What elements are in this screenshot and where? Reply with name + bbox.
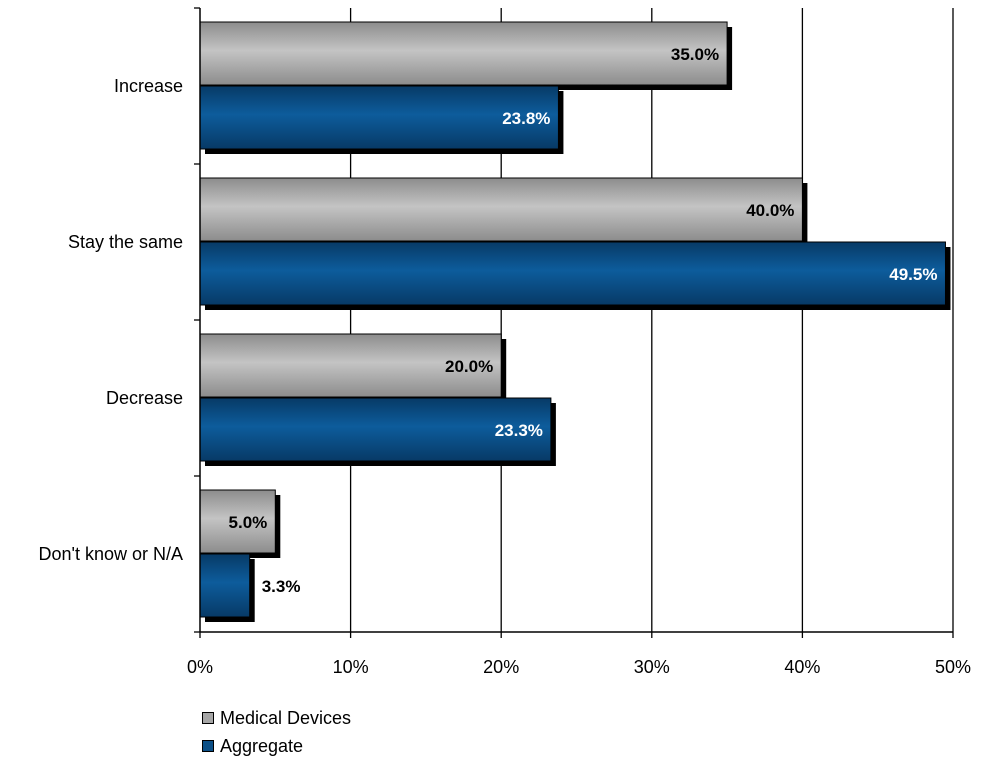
legend-swatch-aggregate bbox=[202, 740, 214, 752]
x-tick-label: 50% bbox=[935, 657, 971, 677]
x-tick-label: 10% bbox=[333, 657, 369, 677]
bar-medical-devices-increase bbox=[199, 21, 728, 86]
bar-medical-devices-stay-the-same bbox=[199, 177, 803, 242]
legend-item-aggregate: Aggregate bbox=[202, 732, 351, 760]
data-label-medical-devices-stay-the-same: 40.0% bbox=[746, 201, 794, 220]
data-label-medical-devices-don-t-know-or-n-a: 5.0% bbox=[229, 513, 268, 532]
data-label-aggregate-stay-the-same: 49.5% bbox=[889, 265, 937, 284]
bars bbox=[199, 21, 946, 618]
data-label-aggregate-don-t-know-or-n-a: 3.3% bbox=[262, 577, 301, 596]
data-label-aggregate-decrease: 23.3% bbox=[495, 421, 543, 440]
bar-medical-devices-don-t-know-or-n-a bbox=[199, 489, 276, 554]
category-label-don-t-know-or-n-a: Don't know or N/A bbox=[39, 544, 184, 564]
data-label-medical-devices-decrease: 20.0% bbox=[445, 357, 493, 376]
data-label-aggregate-increase: 23.8% bbox=[502, 109, 550, 128]
legend-label-aggregate: Aggregate bbox=[220, 735, 304, 756]
x-tick-label: 20% bbox=[483, 657, 519, 677]
legend: Medical Devices Aggregate bbox=[202, 704, 351, 760]
category-label-stay-the-same: Stay the same bbox=[68, 232, 183, 252]
bar-aggregate-increase bbox=[199, 85, 559, 150]
legend-item-medical-devices: Medical Devices bbox=[202, 704, 351, 732]
category-label-increase: Increase bbox=[114, 76, 183, 96]
legend-swatch-medical-devices bbox=[202, 712, 214, 724]
x-tick-label: 0% bbox=[187, 657, 213, 677]
data-label-medical-devices-increase: 35.0% bbox=[671, 45, 719, 64]
bar-aggregate-don-t-know-or-n-a bbox=[199, 553, 251, 618]
axes bbox=[194, 7, 954, 638]
x-tick-label: 30% bbox=[634, 657, 670, 677]
labels: 0% 10% 20% 30% 40% 50% Increase 35.0% 23.8% Stay … bbox=[39, 45, 972, 677]
bar-aggregate-stay-the-same bbox=[199, 241, 946, 306]
x-tick-label: 40% bbox=[784, 657, 820, 677]
legend-label-medical-devices: Medical Devices bbox=[220, 707, 352, 728]
category-label-decrease: Decrease bbox=[106, 388, 183, 408]
